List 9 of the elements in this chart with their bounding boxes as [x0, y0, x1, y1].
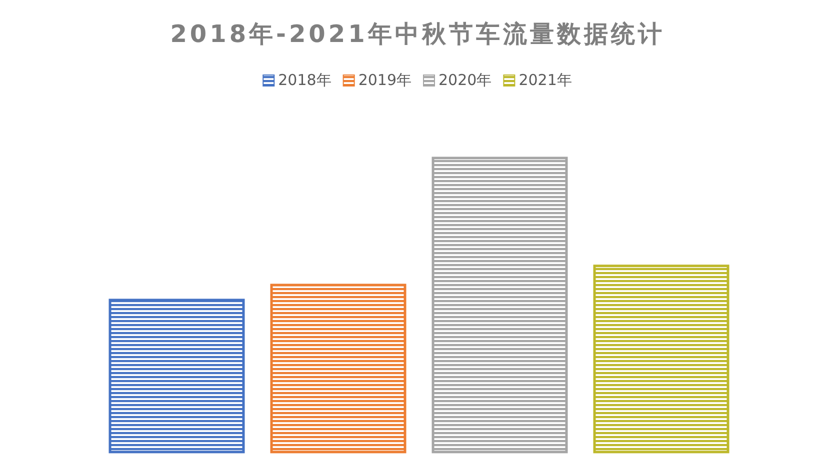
bar	[108, 298, 245, 454]
legend-label: 2020年	[438, 71, 492, 89]
bar	[270, 284, 406, 454]
legend-label: 2021年	[518, 71, 572, 89]
legend-label: 2019年	[358, 71, 412, 89]
bar	[593, 264, 730, 454]
bar	[432, 156, 568, 454]
chart-title: 2018年-2021年中秋节车流量数据统计	[170, 20, 665, 48]
legend-label: 2018年	[278, 71, 332, 89]
